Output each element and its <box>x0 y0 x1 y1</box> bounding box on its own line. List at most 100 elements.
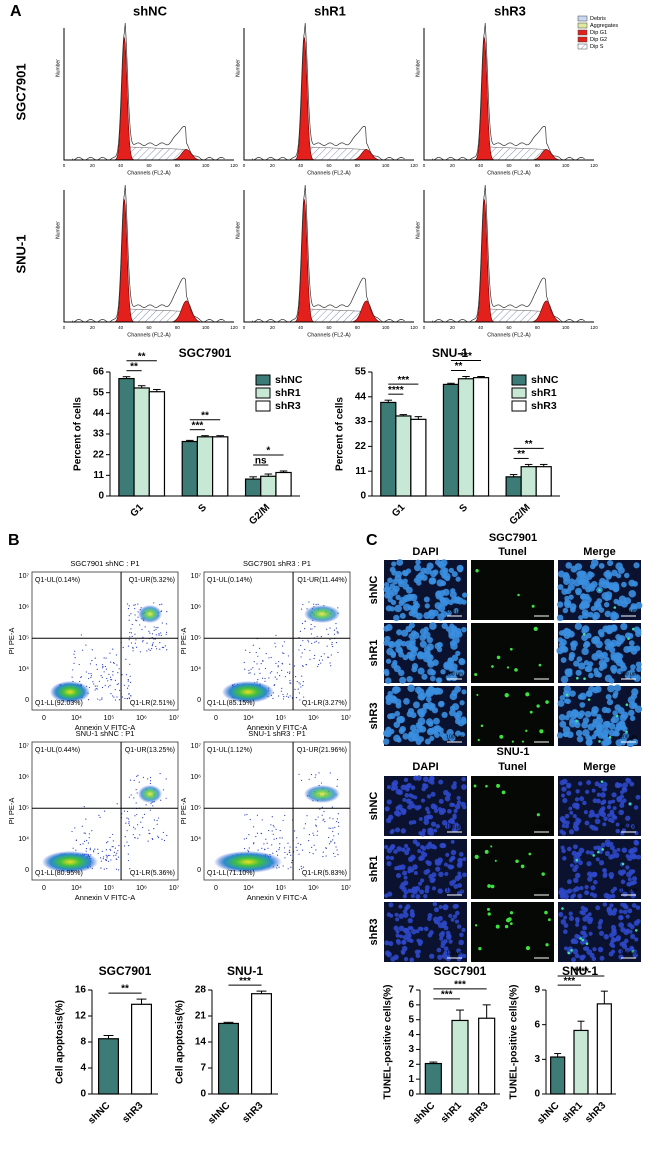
nucleus <box>445 934 452 940</box>
y-tick-label: 22 <box>355 441 367 452</box>
nucleus <box>620 879 626 885</box>
nucleus <box>603 571 610 578</box>
nucleus <box>444 871 449 877</box>
tunel-cell <box>521 740 525 743</box>
error-bar <box>136 998 147 1005</box>
nucleus <box>410 854 416 861</box>
nucleus <box>604 610 612 618</box>
event-dot <box>101 676 103 678</box>
x-tick-label: 40 <box>298 163 304 168</box>
event-dot <box>330 654 332 656</box>
event-dot <box>103 671 105 673</box>
event-dot <box>155 634 157 636</box>
nucleus <box>395 645 403 653</box>
event-dot <box>244 668 246 670</box>
density-core <box>50 681 90 703</box>
nucleus <box>392 659 398 666</box>
nucleus <box>424 738 431 745</box>
event-dot <box>127 818 130 820</box>
significance-label: ** <box>455 361 463 372</box>
event-dot <box>260 832 262 834</box>
row-title: SNU-1 <box>13 234 28 273</box>
tunel-cell <box>575 858 579 862</box>
bar <box>97 1038 119 1095</box>
event-dot <box>330 827 332 829</box>
event-dot <box>332 645 334 648</box>
nucleus <box>417 717 426 726</box>
event-dot <box>155 645 157 648</box>
nucleus <box>560 657 567 663</box>
event-dot <box>328 843 331 845</box>
nucleus <box>606 907 612 914</box>
event-dot <box>322 855 324 858</box>
error-bar <box>447 382 455 385</box>
event-dot <box>85 818 87 820</box>
nucleus <box>631 702 638 709</box>
nucleus <box>427 728 433 734</box>
bar <box>148 391 166 497</box>
x-tick-label: 20 <box>90 325 96 330</box>
density-core <box>214 851 282 873</box>
nucleus <box>388 814 394 820</box>
event-dot <box>148 648 150 650</box>
bar <box>535 466 552 497</box>
nucleus <box>575 587 582 595</box>
event-dot <box>148 829 150 831</box>
nucleus <box>423 926 429 932</box>
event-dot <box>310 773 313 776</box>
nucleus <box>391 561 397 567</box>
phase-g1 <box>288 199 323 323</box>
nucleus <box>442 904 449 910</box>
nucleus <box>408 820 414 825</box>
nucleus <box>629 889 634 894</box>
event-dot <box>332 827 334 829</box>
event-dot <box>130 628 132 630</box>
nucleus <box>452 815 457 820</box>
event-dot <box>333 852 335 854</box>
y-tick-label: 10⁷ <box>191 573 202 580</box>
nucleus <box>425 843 432 850</box>
event-dot <box>268 677 270 679</box>
event-dot <box>104 684 106 687</box>
y-axis-label: Cell apoptosis(%) <box>55 1000 66 1084</box>
quadrant-label: Q1-LR(3.27%) <box>302 700 347 707</box>
nucleus <box>461 599 467 605</box>
event-dot <box>126 841 128 843</box>
nucleus <box>622 909 628 915</box>
nucleus <box>579 593 587 600</box>
event-dot <box>93 851 95 853</box>
event-dot <box>146 650 148 652</box>
nucleus <box>593 600 601 608</box>
event-dot <box>289 679 291 682</box>
nucleus <box>615 739 623 747</box>
nucleus <box>448 939 453 944</box>
bar <box>181 440 198 497</box>
quadrant-label: Q1-LL(71.10%) <box>207 870 255 877</box>
nucleus <box>609 845 615 851</box>
tunel-cell <box>506 666 510 669</box>
nucleus <box>603 816 608 822</box>
event-dot <box>332 830 334 833</box>
scale-bar-label: 100 μm <box>620 824 637 830</box>
nucleus <box>402 570 409 577</box>
event-dot <box>278 849 280 851</box>
event-dot <box>300 656 302 658</box>
quadrant-label: Q1-LR(2.51%) <box>130 700 175 707</box>
nucleus <box>560 793 566 798</box>
event-dot <box>85 848 88 850</box>
bar <box>573 1029 589 1095</box>
event-dot <box>73 653 75 655</box>
event-dot <box>298 853 300 855</box>
tunel-cell <box>487 884 491 888</box>
plot-title: SGC7901 shR3 : P1 <box>243 559 311 568</box>
tunel-cell <box>525 946 531 951</box>
nucleus <box>396 846 402 852</box>
significance-label: **** <box>573 967 589 978</box>
nucleus <box>568 911 573 916</box>
nucleus <box>430 791 436 797</box>
event-dot <box>142 826 144 829</box>
nucleus <box>436 579 444 587</box>
event-dot <box>152 642 154 644</box>
event-dot <box>114 679 117 681</box>
event-dot <box>263 843 265 845</box>
